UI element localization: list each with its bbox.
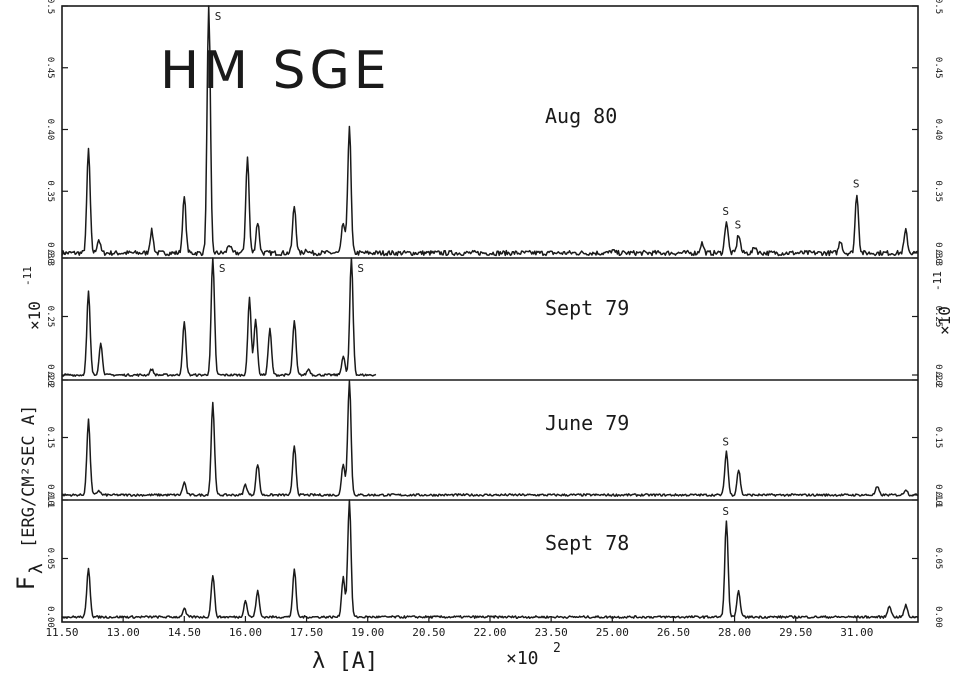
x-tick-label: 31.00 <box>840 626 873 639</box>
y-tick-label-right: 0.35 <box>933 180 943 202</box>
y-tick-label-right: 0.45 <box>933 57 943 79</box>
y-tick-label-left: 0.15 <box>45 427 55 449</box>
epoch-label: June 79 <box>545 411 629 435</box>
y-tick-label-left: 0.35 <box>45 180 55 202</box>
line-marker: S <box>215 10 222 23</box>
panel-2: S S Sept 79 0.20 0.20 0.25 0.25 0.3 0.3 <box>45 250 943 386</box>
y-tick-label-right: 0.20 <box>933 364 943 386</box>
y-axis-label: F λ [ERG/CM²SEC A] <box>12 405 47 590</box>
spectrum-line <box>61 380 919 497</box>
y-multiplier-left: ×10 -11 <box>21 266 44 330</box>
x-tick-label: 22.00 <box>473 626 506 639</box>
spectrum-line <box>61 5 919 257</box>
y-tick-label-left: 0.5 <box>45 0 55 14</box>
x-multiplier-base: ×10 <box>506 648 539 669</box>
x-tick-label: 13.00 <box>107 626 140 639</box>
spectrum-line <box>61 257 377 377</box>
y-multiplier-right-base: ×10 <box>935 306 954 335</box>
y-label-subscript: λ <box>26 563 47 574</box>
y-tick-label-left: 0.40 <box>45 119 55 141</box>
line-marker: S <box>722 435 729 448</box>
x-tick-label: 16.00 <box>229 626 262 639</box>
y-tick-label-right: 0.05 <box>933 548 943 570</box>
y-tick-label-left: 0.20 <box>45 364 55 386</box>
epoch-label: Sept 79 <box>545 296 629 320</box>
line-marker: S <box>722 205 729 218</box>
spectrum-line <box>61 499 919 619</box>
line-marker: S <box>219 262 226 275</box>
y-tick-label-left: 0.45 <box>45 57 55 79</box>
y-tick-label-left: 0.00 <box>45 606 55 628</box>
y-tick-label-right: 0.40 <box>933 119 943 141</box>
y-tick-label-right: 0.10 <box>933 484 943 506</box>
y-tick-label-right: 0.25 <box>933 306 943 328</box>
y-tick-label-left: 0.2 <box>45 372 55 388</box>
line-marker: S <box>853 178 860 191</box>
x-axis-label: λ [A] <box>312 649 378 674</box>
y-tick-label-right: 0.5 <box>933 0 943 14</box>
x-tick-label: 19.00 <box>351 626 384 639</box>
y-multiplier-right: ×10 -11 <box>931 271 954 335</box>
x-tick-label: 20.50 <box>412 626 445 639</box>
epoch-label: Aug 80 <box>545 104 617 128</box>
line-marker: S <box>722 505 729 518</box>
x-tick-label: 25.00 <box>596 626 629 639</box>
epoch-label: Sept 78 <box>545 531 629 555</box>
y-multiplier-left-exp: -11 <box>21 266 34 286</box>
y-tick-label-right: 0.15 <box>933 427 943 449</box>
y-tick-label-right: 0.30 <box>933 242 943 264</box>
panel-3: S June 79 0.10 0.10 0.15 0.15 0.2 0.2 <box>45 372 943 506</box>
y-tick-label-left: 0.10 <box>45 484 55 506</box>
y-multiplier-right-exp: -11 <box>931 271 944 291</box>
y-tick-label-left: 0.30 <box>45 242 55 264</box>
y-tick-label-left: 0.05 <box>45 548 55 570</box>
x-tick-label: 11.50 <box>45 626 78 639</box>
y-tick-label-right: 0.2 <box>933 372 943 388</box>
y-tick-label-right: 0.1 <box>933 492 943 508</box>
x-tick-label: 23.50 <box>535 626 568 639</box>
panel-4: S Sept 78 0.00 0.00 0.05 0.05 0.1 0.1 <box>45 492 943 628</box>
x-axis: 11.50 13.00 14.50 16.00 17.50 19.00 20.50 22.00… <box>45 616 873 639</box>
object-label: HM SGE <box>160 41 391 101</box>
y-label-symbol: F <box>12 576 40 590</box>
y-tick-label-left: 0.3 <box>45 250 55 266</box>
y-tick-label-left: 0.1 <box>45 492 55 508</box>
x-tick-label: 14.50 <box>168 626 201 639</box>
y-tick-label-right: 0.3 <box>933 250 943 266</box>
line-marker: S <box>735 218 742 231</box>
x-label-text: λ [A] <box>312 649 378 674</box>
x-multiplier-exp: 2 <box>553 641 561 656</box>
line-marker: S <box>357 262 364 275</box>
x-tick-label: 28.00 <box>718 626 751 639</box>
y-multiplier-left-base: ×10 <box>25 301 44 330</box>
x-multiplier: ×10 2 <box>506 641 561 669</box>
x-tick-label: 26.50 <box>657 626 690 639</box>
x-tick-label: 29.50 <box>779 626 812 639</box>
y-tick-label-left: 0.25 <box>45 306 55 328</box>
y-tick-label-right: 0.00 <box>933 606 943 628</box>
x-tick-label: 17.50 <box>290 626 323 639</box>
y-label-unit: [ERG/CM²SEC A] <box>19 405 39 548</box>
